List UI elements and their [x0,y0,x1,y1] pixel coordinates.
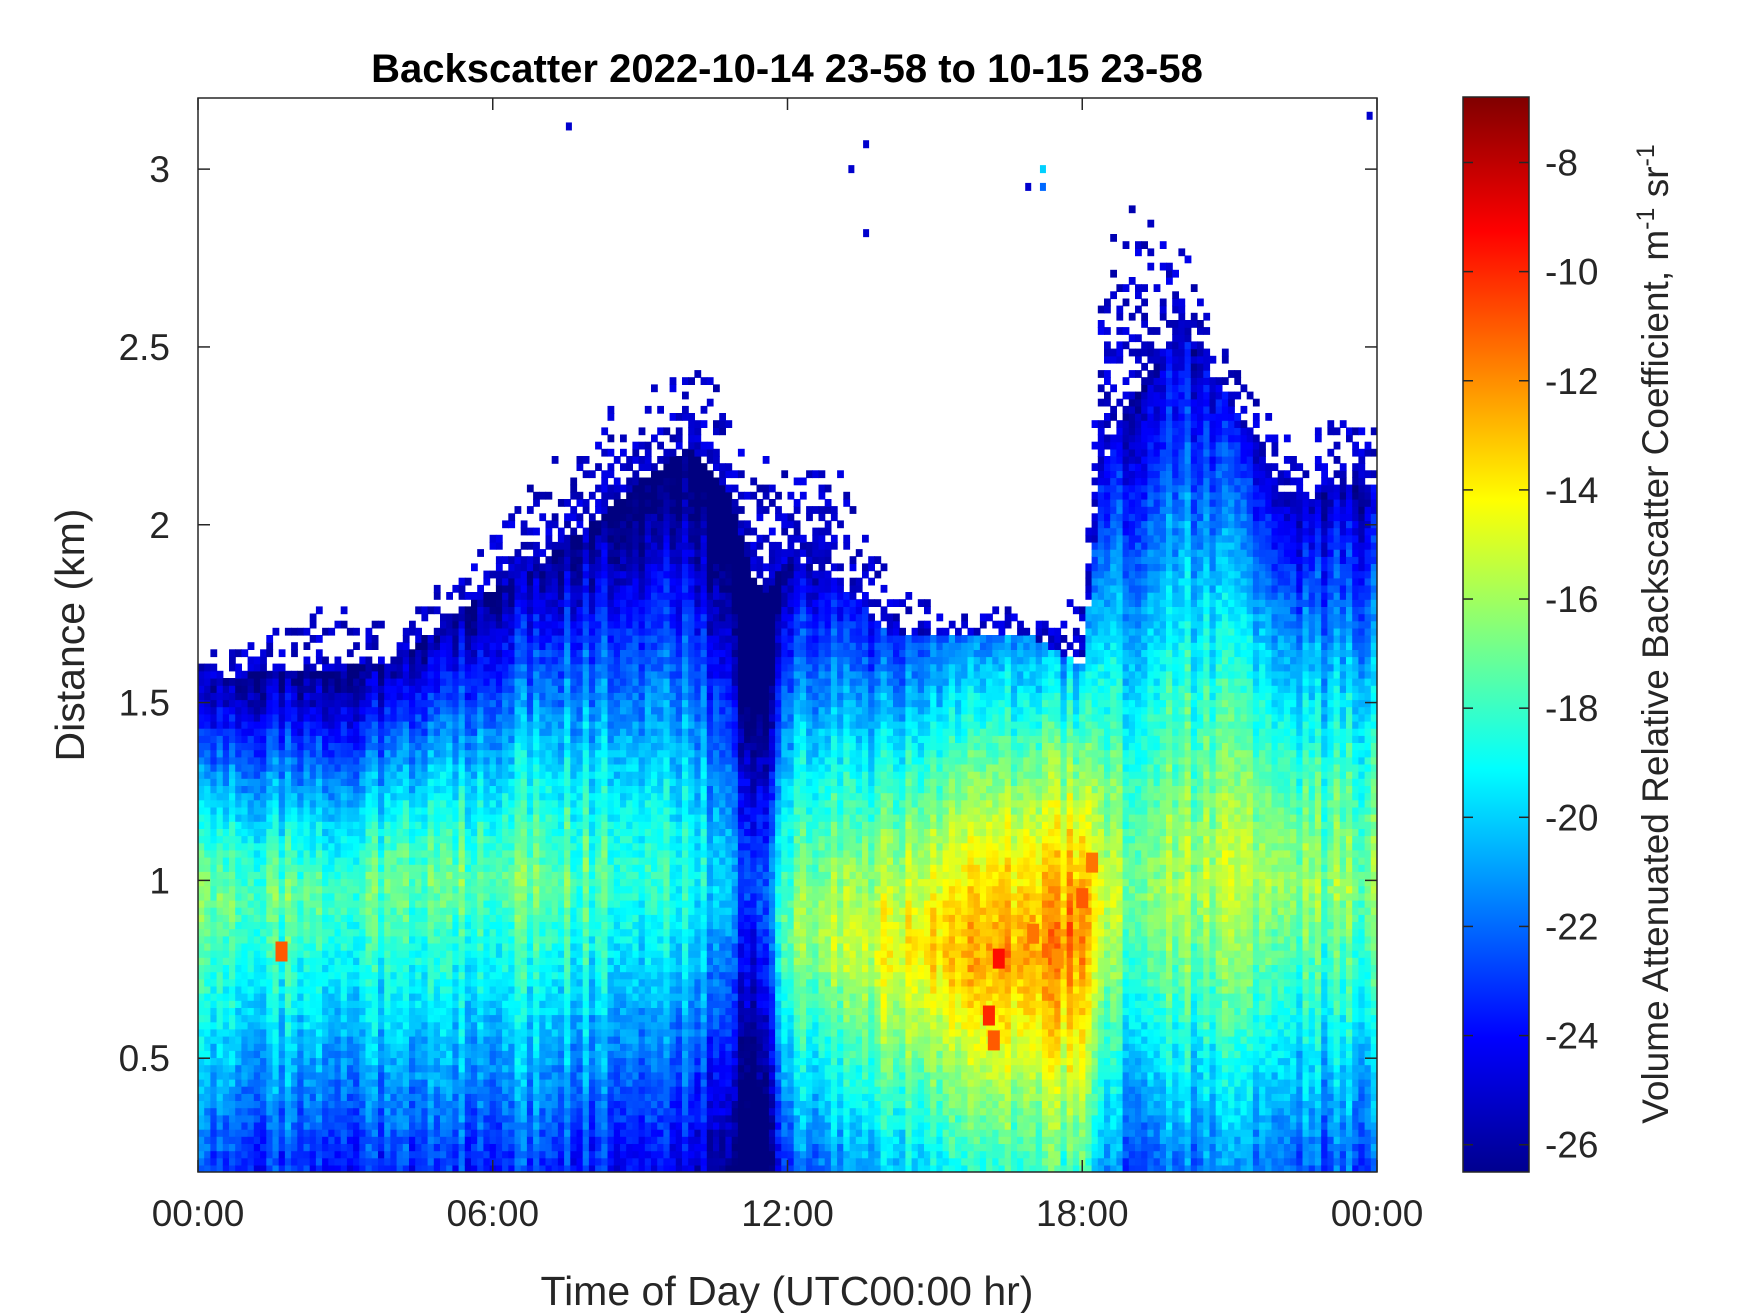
x-tick-label: 00:00 [1331,1193,1424,1234]
colorbar-tick-label: -18 [1545,688,1598,729]
colorbar-tick-label: -24 [1545,1016,1598,1057]
colorbar-tick-label: -12 [1545,361,1598,402]
sparse-echo-cells [565,111,1373,238]
sparse-echo-cell [1039,165,1046,174]
sparse-echo-cell [565,122,572,131]
peak-cell [992,948,1005,969]
y-tick-label: 3 [149,149,170,190]
x-axis-label: Time of Day (UTC00:00 hr) [541,1268,1034,1313]
peak-cell [982,1005,995,1026]
heatmap [198,205,1377,1172]
colorbar-tick-label: -8 [1545,142,1578,183]
peak-cell [1086,852,1099,873]
colorbar-tick-label: -16 [1545,579,1598,620]
peak-cell [275,941,288,962]
sparse-echo-cell [863,140,870,149]
y-axis-label: Distance (km) [47,509,93,762]
colorbar-label-main: Volume Attenuated Relative Backscatter C… [1635,230,1676,1124]
x-tick-label: 06:00 [446,1193,539,1234]
x-tick-label: 18:00 [1036,1193,1129,1234]
y-tick-label: 0.5 [119,1038,170,1079]
colorbar-tick-label: -26 [1545,1125,1598,1166]
colorbar-tick-label: -20 [1545,797,1598,838]
y-tick-label: 2.5 [119,327,170,368]
peak-cell [1076,888,1089,909]
peak-cell [1051,948,1064,969]
sparse-echo-cell [1039,182,1046,191]
colorbar-label: Volume Attenuated Relative Backscatter C… [1632,144,1676,1124]
x-axis-ticks: 00:00 06:00 12:00 18:00 00:00 [152,98,1424,1234]
peak-cell [987,1030,1000,1051]
colorbar-label-sup1: -1 [1632,208,1660,230]
chart-title: Backscatter 2022-10-14 23-58 to 10-15 23… [371,47,1203,91]
x-tick-label: 12:00 [741,1193,834,1234]
colorbar-label-sup2: -1 [1632,144,1660,166]
y-tick-label: 1 [149,860,170,901]
y-tick-label: 1.5 [119,683,170,724]
colorbar-ticks: -8 -10 -12 -14 -16 -18 -20 -22 -24 -26 [1463,142,1598,1166]
colorbar [1462,96,1530,1173]
colorbar-tick-label: -22 [1545,906,1598,947]
colorbar-tick-label: -10 [1545,252,1598,293]
sparse-echo-cell [1366,111,1373,120]
y-axis-ticks: 0.5 1 1.5 2 2.5 3 [119,149,1377,1079]
colorbar-label-mid: sr [1635,166,1676,207]
sparse-echo-cell [848,165,855,174]
colorbar-tick-label: -14 [1545,470,1598,511]
y-tick-label: 2 [149,505,170,546]
sparse-echo-cell [863,229,870,238]
x-tick-label: 00:00 [152,1193,245,1234]
sparse-echo-cell [1025,182,1032,191]
peak-cell [1027,923,1040,944]
